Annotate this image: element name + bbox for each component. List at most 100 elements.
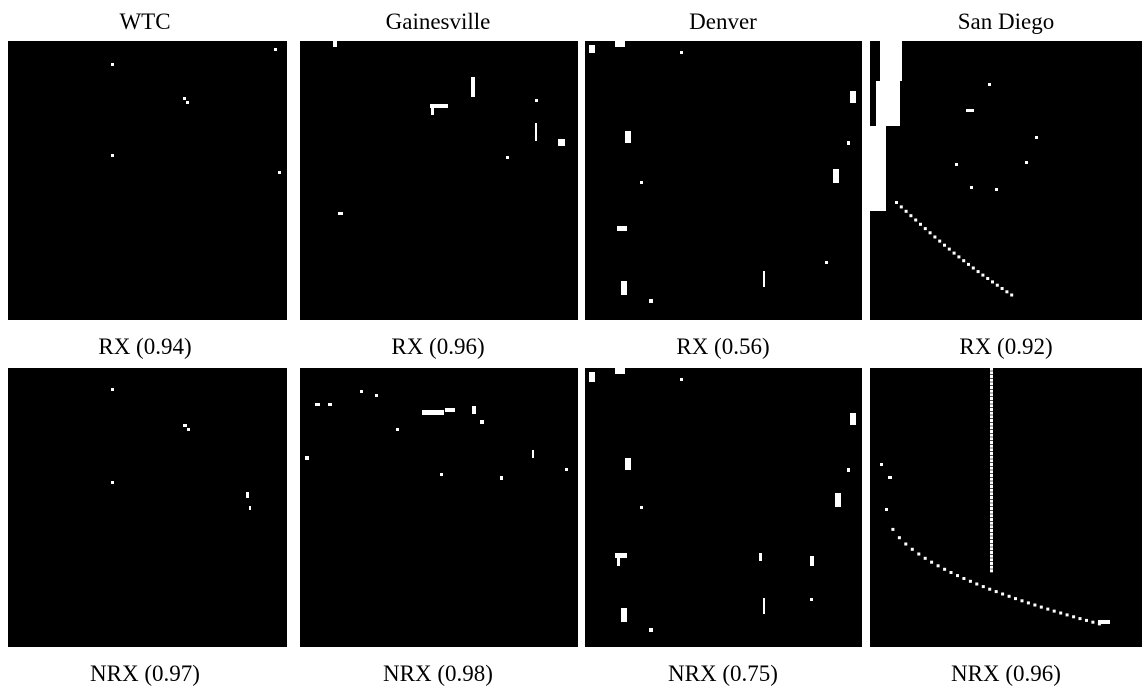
- pixel: [957, 255, 960, 258]
- pixel: [990, 503, 993, 506]
- pixel: [977, 270, 980, 273]
- column-title: San Diego: [861, 8, 1143, 36]
- pixel: [990, 558, 993, 561]
- pixel: [990, 375, 993, 378]
- pixel: [990, 397, 993, 400]
- pixel: [990, 368, 993, 371]
- pixel: [990, 569, 993, 572]
- column-title: Denver: [578, 8, 868, 36]
- pixel: [990, 467, 993, 470]
- pixel: [962, 259, 965, 262]
- detection-map: [585, 41, 862, 320]
- pixel: [943, 244, 946, 247]
- pixel: [990, 492, 993, 495]
- pixel: [990, 518, 993, 521]
- pixel: [1033, 604, 1036, 607]
- pixel: [990, 529, 993, 532]
- pixel: [990, 547, 993, 550]
- pixel: [956, 574, 959, 577]
- pixel: [990, 481, 993, 484]
- pixel: [900, 205, 903, 208]
- pixel: [990, 393, 993, 396]
- pixel: [880, 463, 883, 466]
- pixel: [1066, 613, 1069, 616]
- pixel: [898, 536, 901, 539]
- pixel: [953, 252, 956, 255]
- pixel: [990, 445, 993, 448]
- pixel: [990, 525, 993, 528]
- pixel: [1040, 606, 1043, 609]
- panel-caption: NRX (0.98): [293, 660, 583, 688]
- pixel: [990, 544, 993, 547]
- detection-map: [8, 41, 287, 320]
- pixel: [990, 562, 993, 565]
- pixel: [1014, 597, 1017, 600]
- pixel: [914, 219, 917, 222]
- pixel: [1021, 599, 1024, 602]
- pixel: [990, 456, 993, 459]
- pixel: [990, 408, 993, 411]
- pixel: [990, 448, 993, 451]
- panel-caption: NRX (0.97): [0, 660, 290, 688]
- pixel: [986, 277, 989, 280]
- pixel: [905, 210, 908, 213]
- pixel: [1079, 617, 1082, 620]
- pixel: [990, 430, 993, 433]
- column-title: Gainesville: [293, 8, 583, 36]
- pixel: [969, 580, 972, 583]
- pixel: [938, 240, 941, 243]
- pixel: [1098, 622, 1101, 625]
- pixel: [981, 274, 984, 277]
- pixel: [950, 571, 953, 574]
- detection-map: [300, 41, 578, 320]
- pixel: [990, 426, 993, 429]
- pixel: [1053, 610, 1056, 613]
- pixel: [990, 514, 993, 517]
- panel-caption: NRX (0.75): [578, 660, 868, 688]
- pixel: [990, 379, 993, 382]
- pixel: [990, 371, 993, 374]
- pixel: [924, 227, 927, 230]
- pixel: [972, 267, 975, 270]
- pixel: [990, 463, 993, 466]
- pixel: [930, 561, 933, 564]
- detection-map: [300, 368, 578, 647]
- pixel: [967, 263, 970, 266]
- pixel: [891, 528, 894, 531]
- pixel: [1005, 290, 1008, 293]
- pixel: [948, 248, 951, 251]
- pixel: [991, 280, 994, 283]
- pixel: [990, 437, 993, 440]
- pixel: [975, 583, 978, 586]
- pixel: [904, 543, 907, 546]
- pixel: [990, 496, 993, 499]
- pixel: [990, 404, 993, 407]
- pixel: [943, 568, 946, 571]
- pixel: [990, 540, 993, 543]
- pixel: [1001, 287, 1004, 290]
- pixel: [990, 478, 993, 481]
- pixel: [962, 577, 965, 580]
- detection-map: [870, 368, 1142, 647]
- pixel: [919, 223, 922, 226]
- panel-caption: RX (0.92): [861, 333, 1143, 361]
- pixel: [990, 551, 993, 554]
- pixel: [929, 231, 932, 234]
- pixel: [990, 434, 993, 437]
- pixel: [990, 500, 993, 503]
- panel-caption: RX (0.96): [293, 333, 583, 361]
- pixel: [990, 489, 993, 492]
- pixel: [1059, 612, 1062, 615]
- pixel: [990, 382, 993, 385]
- pixel: [990, 474, 993, 477]
- pixel: [990, 533, 993, 536]
- pixel: [917, 553, 920, 556]
- pixel: [990, 555, 993, 558]
- pixel: [990, 419, 993, 422]
- pixel: [924, 557, 927, 560]
- detection-map: [585, 368, 862, 647]
- pixel: [895, 201, 898, 204]
- pixel: [1027, 601, 1030, 604]
- pixel: [988, 588, 991, 591]
- pixel: [933, 236, 936, 239]
